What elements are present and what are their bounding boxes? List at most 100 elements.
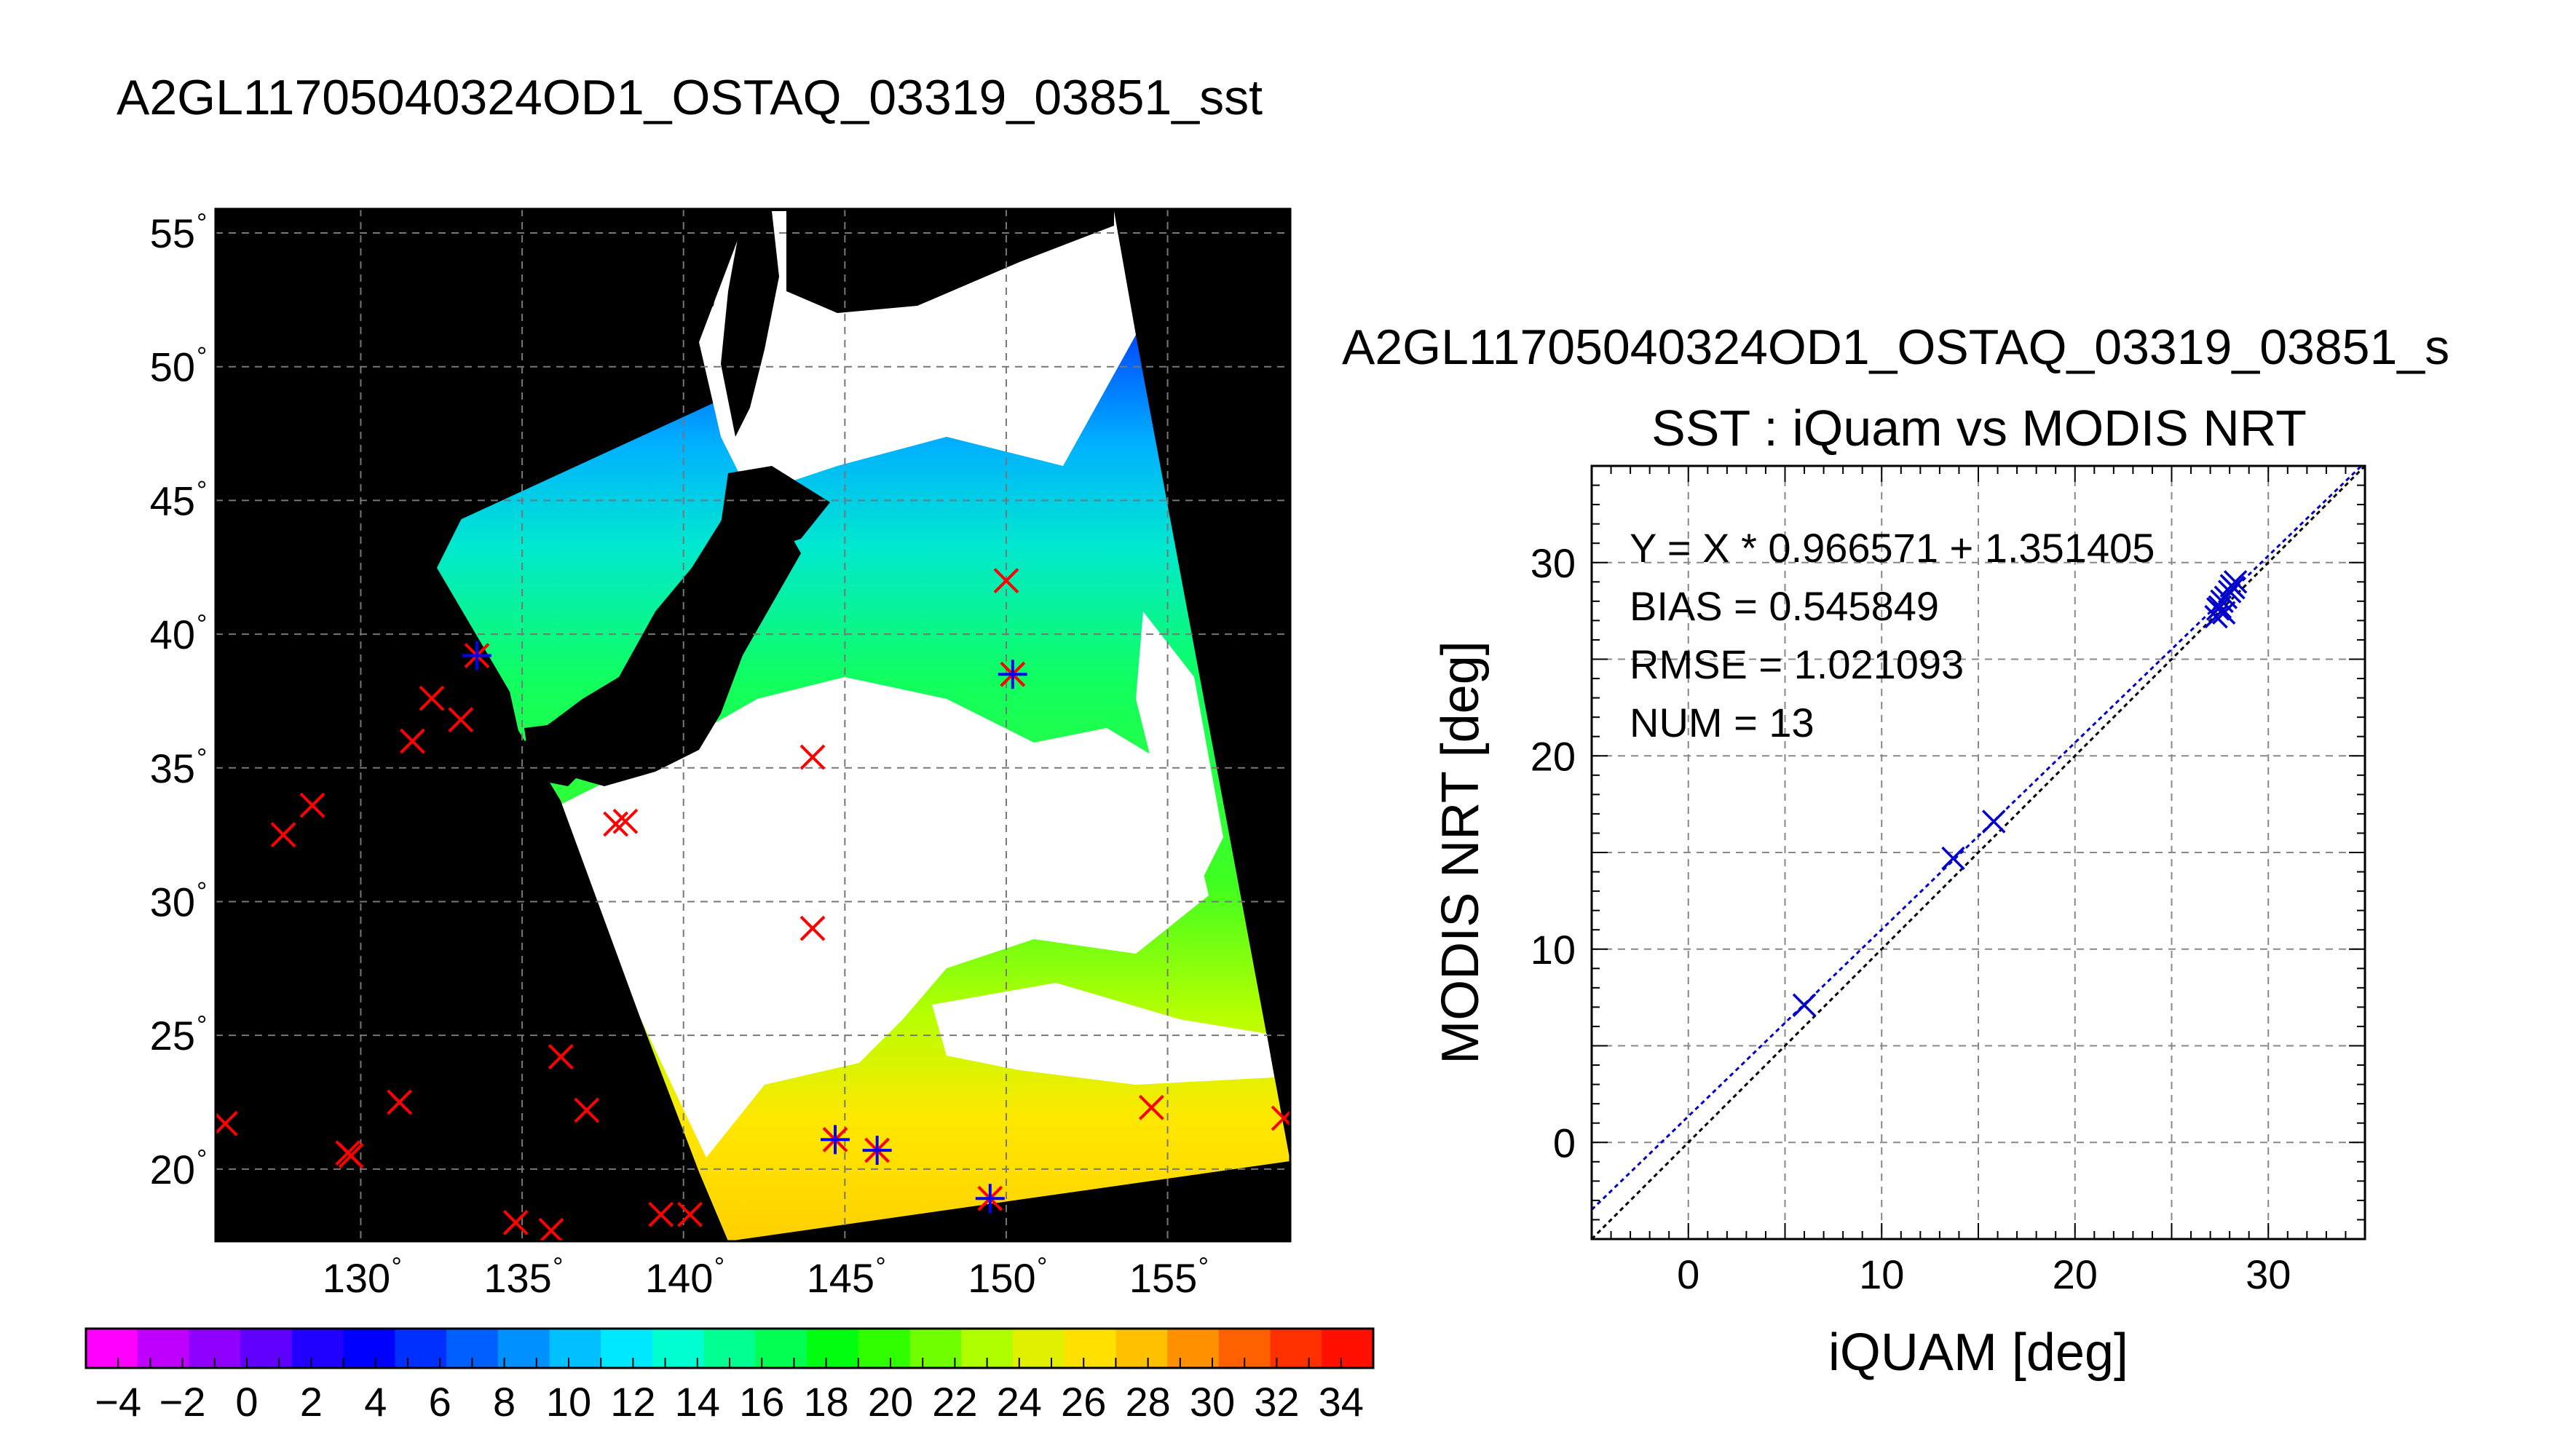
colorbar-segment	[1270, 1329, 1322, 1368]
colorbar-label: 32	[1254, 1379, 1299, 1425]
colorbar-label: 16	[739, 1379, 784, 1425]
colorbar-frame	[84, 1327, 1375, 1369]
y-tick-label: 10	[1531, 927, 1576, 973]
colorbar-segment	[1167, 1329, 1220, 1368]
map-marker-unmatched	[1138, 1094, 1164, 1120]
y-axis-label: MODIS NRT [deg]	[1431, 641, 1490, 1064]
map-marker-unmatched	[419, 685, 445, 711]
scatter-points	[1792, 570, 2248, 1017]
map-marker-matched	[998, 660, 1027, 689]
colorbar-segment	[497, 1329, 550, 1368]
lat-tick-label: 20	[150, 1147, 195, 1192]
map-marker-matched	[821, 1125, 850, 1155]
colorbar-segment	[652, 1329, 705, 1368]
lat-degree-symbol: °	[197, 1010, 207, 1040]
num-value: NUM = 13	[1630, 700, 1814, 745]
land-korea-kyushu	[524, 721, 597, 786]
colorbar-segment	[137, 1329, 189, 1368]
land-japan-honshu	[502, 502, 801, 794]
scatter-point	[2214, 585, 2238, 609]
cloud-cover-east	[1136, 612, 1223, 881]
map-frame	[214, 207, 1292, 1243]
colorbar-label: 30	[1190, 1379, 1235, 1425]
identity-line	[1590, 464, 2366, 1241]
colorbar-label: 20	[868, 1379, 913, 1425]
map-marker-unmatched	[1271, 1105, 1290, 1131]
map-marker-matched	[975, 1184, 1005, 1214]
map-marker-unmatched	[548, 1044, 574, 1069]
colorbar-labels: −4 −2 0 2 4 6 8 10 12 14 16 18 20 22 24 26 28 30 32 34	[95, 1379, 1364, 1425]
lon-tick-label: 130	[323, 1255, 390, 1301]
lat-tick-label: 55	[150, 210, 195, 256]
lat-degree-symbol: °	[197, 876, 207, 906]
colorbar-label: 24	[997, 1379, 1042, 1425]
colorbar-label: 18	[803, 1379, 848, 1425]
x-tick-label: 10	[1859, 1251, 1904, 1297]
map-marker-unmatched	[799, 915, 826, 941]
colorbar-label: 2	[300, 1379, 323, 1425]
colorbar-segment	[1064, 1329, 1116, 1368]
scatter-title: SST : iQuam vs MODIS NRT	[1651, 400, 2307, 456]
lon-tick-label: 150	[968, 1255, 1035, 1301]
colorbar-segment	[549, 1329, 601, 1368]
map-gridlines	[216, 209, 1290, 1241]
colorbar-segment	[343, 1329, 395, 1368]
lat-tick-label: 50	[150, 344, 195, 390]
map-panel	[216, 209, 1290, 1241]
colorbar-segment	[86, 1329, 138, 1368]
cloud-cover-south	[932, 983, 1274, 1085]
lon-tick-label: 145	[807, 1255, 874, 1301]
lon-degree-symbol: °	[391, 1251, 401, 1281]
no-data-west	[216, 545, 728, 1241]
colorbar-label: 12	[610, 1379, 655, 1425]
scatter-point	[1982, 810, 2006, 834]
colorbar-segment	[395, 1329, 447, 1368]
colorbar-label: 14	[675, 1379, 720, 1425]
colorbar-segment	[1115, 1329, 1168, 1368]
scatter-annotations: Y = X * 0.966571 + 1.351405 BIAS = 0.545…	[1630, 525, 2155, 745]
lon-tick-label: 135	[483, 1255, 551, 1301]
map-marker-matched	[862, 1136, 892, 1166]
colorbar-label: 4	[364, 1379, 387, 1425]
map-marker-unmatched	[648, 1201, 674, 1227]
map-marker-unmatched	[574, 1097, 600, 1123]
map-marker-unmatched	[603, 811, 629, 837]
lon-degree-symbol: °	[1198, 1251, 1209, 1281]
lat-degree-symbol: °	[197, 207, 207, 237]
scatter-file-title: A2GL11705040324OD1_OSTAQ_03319_03851_s	[1342, 320, 2449, 375]
scatter-tick-marks	[1591, 465, 2366, 1240]
lat-tick-label: 25	[150, 1013, 195, 1059]
y-tick-label: 30	[1531, 540, 1576, 586]
scatter-tick-labels: 0 10 20 30 0 10 20 30	[1531, 540, 2291, 1297]
lon-degree-symbol: °	[875, 1251, 885, 1281]
map-marker-unmatched	[993, 568, 1019, 594]
sst-colorbar	[84, 1327, 1375, 1369]
map-marker-unmatched	[216, 1110, 238, 1136]
land-kamchatka	[786, 211, 1114, 313]
fit-equation: Y = X * 0.966571 + 1.351405	[1630, 525, 2155, 571]
cloud-cover-central	[553, 677, 1209, 1158]
lon-degree-symbol: °	[714, 1251, 724, 1281]
map-longitude-labels: 130 ° 135 ° 140 ° 145 ° 150 ° 155 °	[323, 1251, 1209, 1301]
x-tick-label: 20	[2053, 1251, 2098, 1297]
colorbar-label: 8	[493, 1379, 516, 1425]
regression-line	[1590, 464, 2363, 1211]
lat-degree-symbol: °	[197, 475, 207, 505]
colorbar-label: −4	[95, 1379, 141, 1425]
colorbar-label: 28	[1125, 1379, 1170, 1425]
lat-tick-label: 35	[150, 745, 195, 791]
colorbar-label: −2	[159, 1379, 206, 1425]
map-marker-unmatched	[612, 808, 639, 834]
map-marker-unmatched	[338, 1143, 364, 1168]
scatter-plot: 0 10 20 30 0 10 20 30	[1531, 464, 2366, 1297]
scatter-point	[1941, 846, 1965, 871]
map-marker-unmatched	[270, 822, 296, 848]
x-tick-label: 30	[2246, 1251, 2291, 1297]
x-axis-label: iQUAM [deg]	[1828, 1324, 2128, 1382]
map-marker-unmatched	[448, 707, 474, 733]
lon-degree-symbol: °	[553, 1251, 563, 1281]
colorbar-segment	[807, 1329, 859, 1368]
lat-tick-label: 45	[150, 478, 195, 523]
colorbar-segment	[755, 1329, 807, 1368]
